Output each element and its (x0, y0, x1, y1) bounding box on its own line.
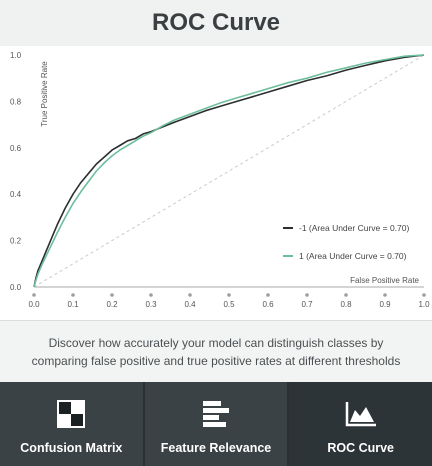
x-tick-label: 0.0 (28, 300, 40, 309)
x-tick-mark (71, 293, 75, 297)
bottom-tab-bar: Confusion Matrix Feature Relevance ROC C… (0, 382, 432, 466)
tab-feature-relevance[interactable]: Feature Relevance (144, 382, 290, 466)
x-tick-label: 0.2 (106, 300, 118, 309)
legend-label: -1 (Area Under Curve = 0.70) (299, 223, 409, 233)
chart-description: Discover how accurately your model can d… (31, 336, 401, 368)
roc-chart: 0.0 0.1 0.2 0.3 0.4 0.5 0.6 0.7 0.8 0.9 1.0 0.0 0.2 0… (10, 51, 430, 309)
y-tick-label: 0.4 (10, 190, 22, 199)
y-tick-label: 0.6 (10, 144, 22, 153)
x-axis-label: False Positive Rate (350, 276, 419, 285)
tab-label-roc-curve: ROC Curve (327, 441, 395, 455)
x-tick-mark (32, 293, 36, 297)
tab-label-confusion-matrix: Confusion Matrix (20, 441, 123, 455)
x-tick-label: 0.8 (340, 300, 352, 309)
x-tick-label: 0.6 (262, 300, 274, 309)
tab-confusion-matrix[interactable]: Confusion Matrix (0, 382, 145, 466)
roc-curve-icon (344, 399, 378, 429)
feature-relevance-icon (199, 399, 233, 429)
x-tick-mark (383, 293, 387, 297)
x-tick-label: 1.0 (418, 300, 430, 309)
description-bar: Discover how accurately your model can d… (0, 320, 432, 383)
x-tick-mark (422, 293, 426, 297)
x-tick-mark (188, 293, 192, 297)
x-tick-mark (344, 293, 348, 297)
series-line-pos (33, 54, 425, 288)
x-tick-mark (149, 293, 153, 297)
x-tick-label: 0.9 (379, 300, 391, 309)
y-tick-label: 1.0 (10, 51, 22, 60)
x-tick-label: 0.1 (67, 300, 79, 309)
y-axis-label: True Positive Rate (40, 61, 49, 127)
x-tick-label: 0.4 (184, 300, 196, 309)
x-tick-mark (227, 293, 231, 297)
x-tick-mark (305, 293, 309, 297)
tab-label-feature-relevance: Feature Relevance (160, 441, 272, 455)
x-tick-label: 0.5 (223, 300, 235, 309)
x-tick-label: 0.7 (301, 300, 313, 309)
series-line-neg (33, 54, 425, 288)
y-tick-label: 0.2 (10, 237, 22, 246)
confusion-matrix-icon (54, 399, 88, 429)
tab-roc-curve[interactable]: ROC Curve (289, 382, 432, 466)
roc-chart-panel: 0.0 0.1 0.2 0.3 0.4 0.5 0.6 0.7 0.8 0.9 1.0 0.0 0.2 0… (0, 46, 432, 320)
page-title: ROC Curve (151, 9, 281, 36)
y-tick-label: 0.0 (10, 283, 22, 292)
x-tick-mark (110, 293, 114, 297)
title-bar: ROC Curve (0, 0, 432, 47)
x-tick-mark (266, 293, 270, 297)
diagonal-reference-line (33, 54, 425, 288)
x-tick-label: 0.3 (145, 300, 157, 309)
y-tick-label: 0.8 (10, 97, 22, 106)
legend-label: 1 (Area Under Curve = 0.70) (299, 251, 407, 261)
